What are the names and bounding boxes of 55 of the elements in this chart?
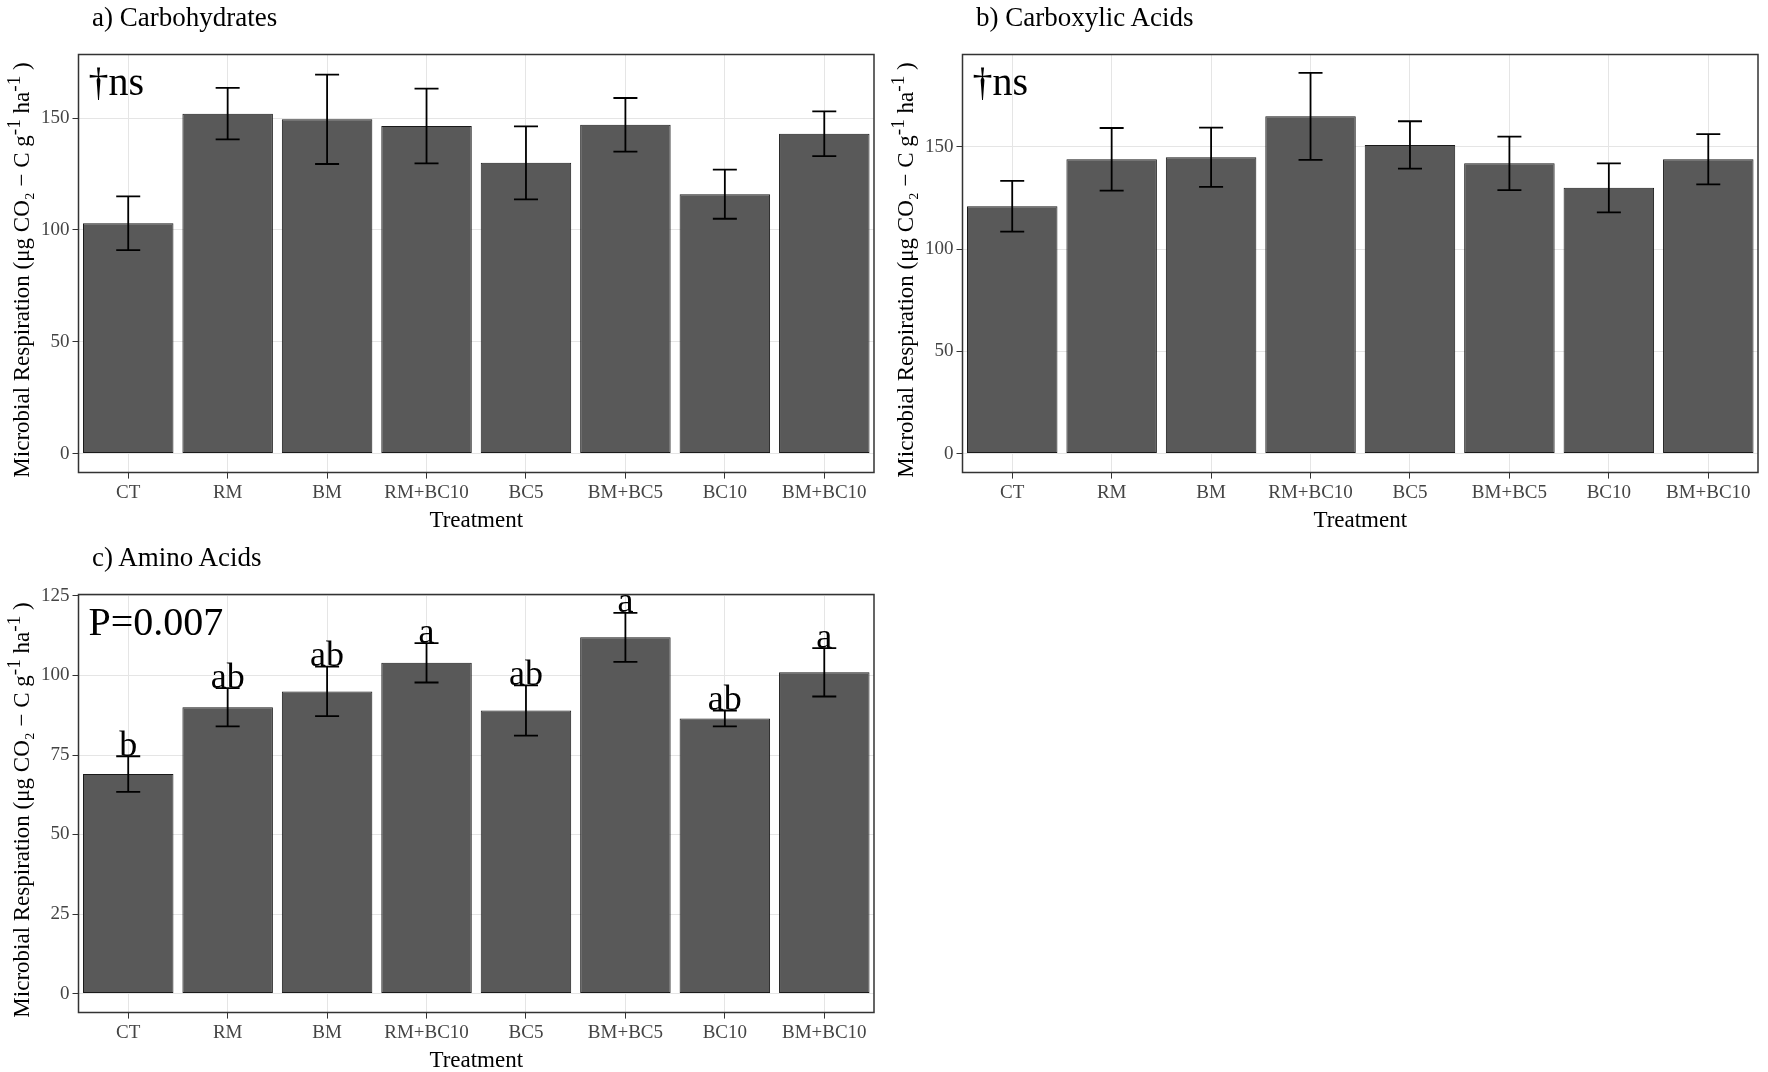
y-tick-label: 75 <box>50 742 70 764</box>
annotation: a <box>816 615 833 656</box>
y-tick-label: 125 <box>41 583 70 605</box>
x-tick-label: RM <box>1096 480 1127 502</box>
annotation: ab <box>707 677 742 718</box>
x-tick-label: BM <box>1196 480 1226 502</box>
x-tick-label: RM+BC10 <box>1268 480 1353 502</box>
y-tick-label: 50 <box>50 329 70 351</box>
y-tick-label: 150 <box>925 134 954 156</box>
y-tick-label: 150 <box>41 106 70 128</box>
annotation: †ns <box>972 58 1029 104</box>
x-tick-label: RM+BC10 <box>384 1020 469 1042</box>
annotation: ab <box>210 655 245 696</box>
x-tick-label: BM <box>312 1020 342 1042</box>
chart-title: c) Amino Acids <box>92 542 262 573</box>
y-tick-label: 100 <box>41 663 70 685</box>
y-tick-label: 50 <box>50 822 70 844</box>
annotation: †ns <box>88 58 145 104</box>
x-axis-title: Treatment <box>429 507 524 533</box>
x-tick-label: BM+BC10 <box>781 1020 867 1042</box>
x-tick-label: CT <box>1000 480 1025 502</box>
x-tick-label: BM <box>312 480 342 502</box>
y-tick-label: 50 <box>934 339 954 361</box>
x-tick-label: BC5 <box>508 480 544 502</box>
x-tick-label: CT <box>116 480 141 502</box>
y-tick-label: 0 <box>944 441 954 463</box>
y-tick-label: 0 <box>60 981 70 1003</box>
x-tick-label: BC5 <box>508 1020 544 1042</box>
x-tick-label: BC10 <box>1586 480 1632 502</box>
x-tick-label: RM <box>212 1020 243 1042</box>
annotation: a <box>617 580 634 621</box>
y-tick-label: 0 <box>60 441 70 463</box>
x-tick-label: BM+BC5 <box>587 480 663 502</box>
x-tick-label: BC10 <box>702 480 748 502</box>
annotation: ab <box>508 652 543 693</box>
x-axis-title: Treatment <box>1313 507 1408 533</box>
y-tick-label: 100 <box>925 237 954 259</box>
x-axis-title: Treatment <box>429 1047 524 1072</box>
x-tick-label: BC5 <box>1392 480 1428 502</box>
x-tick-label: CT <box>116 1020 141 1042</box>
x-tick-label: BM+BC10 <box>1665 480 1751 502</box>
y-tick-label: 100 <box>41 217 70 239</box>
x-tick-label: BM+BC5 <box>587 1020 663 1042</box>
x-tick-label: RM+BC10 <box>384 480 469 502</box>
x-tick-label: BM+BC5 <box>1471 480 1547 502</box>
chart-title: b) Carboxylic Acids <box>976 2 1194 33</box>
annotation: b <box>119 723 138 764</box>
y-tick-label: 25 <box>50 902 70 923</box>
annotation: ab <box>310 634 345 675</box>
x-tick-label: BM+BC10 <box>781 480 867 502</box>
chart-title: a) Carbohydrates <box>92 2 278 33</box>
x-tick-label: BC10 <box>702 1020 748 1042</box>
annotation: a <box>418 610 435 651</box>
x-tick-label: RM <box>212 480 243 502</box>
annotation: P=0.007 <box>88 598 224 644</box>
